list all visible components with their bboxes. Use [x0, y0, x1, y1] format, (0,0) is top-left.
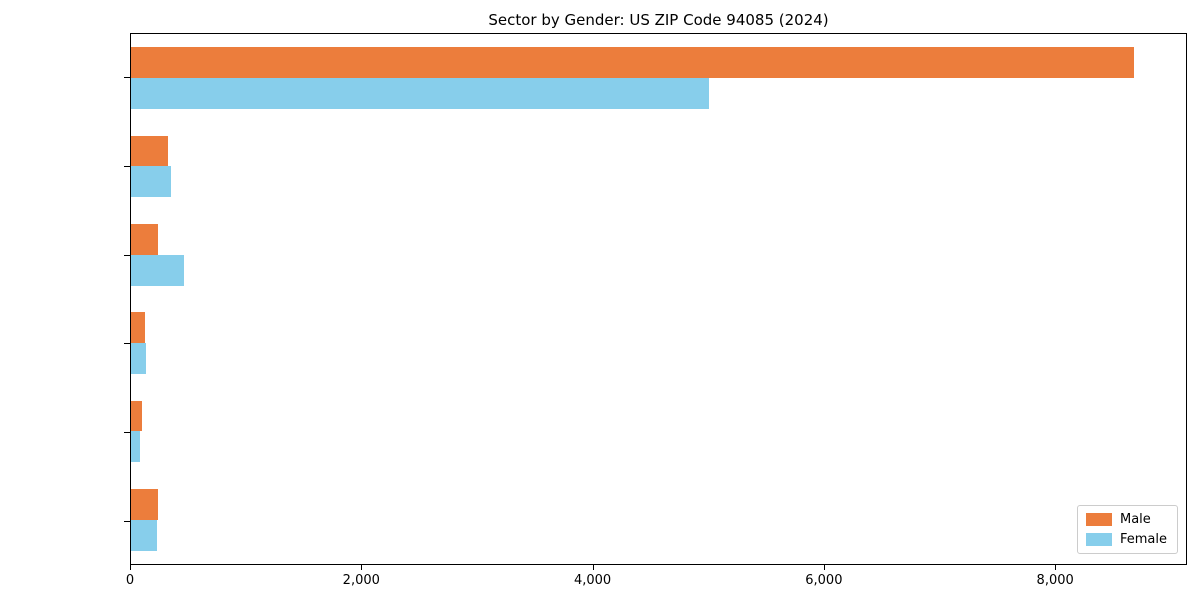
- y-tick-mark: [124, 343, 130, 345]
- bar-female-6: [131, 519, 157, 551]
- legend-entry-male: Male: [1085, 512, 1167, 527]
- bar-male-5: [131, 400, 142, 432]
- category-row: [131, 299, 1186, 387]
- category-row: [131, 211, 1186, 299]
- category-row: [131, 387, 1186, 475]
- chart-title: Sector by Gender: US ZIP Code 94085 (202…: [488, 11, 829, 29]
- bar-male-1: [131, 47, 1135, 79]
- y-tick-mark: [124, 254, 130, 256]
- bar-male-2: [131, 135, 168, 167]
- y-tick-mark: [124, 166, 130, 167]
- legend-entry-female: Female: [1085, 532, 1167, 547]
- bar-female-3: [131, 254, 184, 286]
- y-tick-mark: [124, 432, 130, 433]
- legend-label-male: Male: [1119, 512, 1151, 527]
- bar-female-5: [131, 431, 140, 463]
- bar-female-4: [131, 343, 146, 375]
- x-tick-label-2: 2,000: [342, 573, 380, 588]
- bar-female-1: [131, 78, 710, 110]
- x-tick-mark: [1055, 565, 1057, 570]
- bar-female-2: [131, 166, 171, 198]
- legend-label-female: Female: [1119, 532, 1167, 547]
- x-tick-mark: [361, 565, 363, 570]
- plot-area: Male Female: [130, 33, 1187, 565]
- bar-male-4: [131, 312, 146, 344]
- x-tick-mark: [823, 565, 825, 570]
- legend: Male Female: [1076, 505, 1178, 554]
- bar-rows: [131, 34, 1186, 564]
- x-tick-label-4: 6,000: [805, 573, 843, 588]
- legend-swatch-female: [1085, 533, 1112, 546]
- x-tick-mark: [592, 565, 594, 570]
- legend-swatch-male: [1085, 513, 1112, 526]
- x-tick-mark: [130, 565, 131, 570]
- category-row: [131, 122, 1186, 210]
- x-tick-label-5: 8,000: [1036, 573, 1074, 588]
- bar-male-6: [131, 488, 158, 520]
- category-row: [131, 476, 1186, 564]
- x-tick-label-1: 0: [125, 573, 135, 588]
- category-row: [131, 34, 1186, 122]
- x-tick-label-3: 4,000: [573, 573, 612, 588]
- y-tick-mark: [124, 77, 130, 79]
- y-tick-mark: [124, 520, 130, 522]
- bar-male-3: [131, 223, 159, 255]
